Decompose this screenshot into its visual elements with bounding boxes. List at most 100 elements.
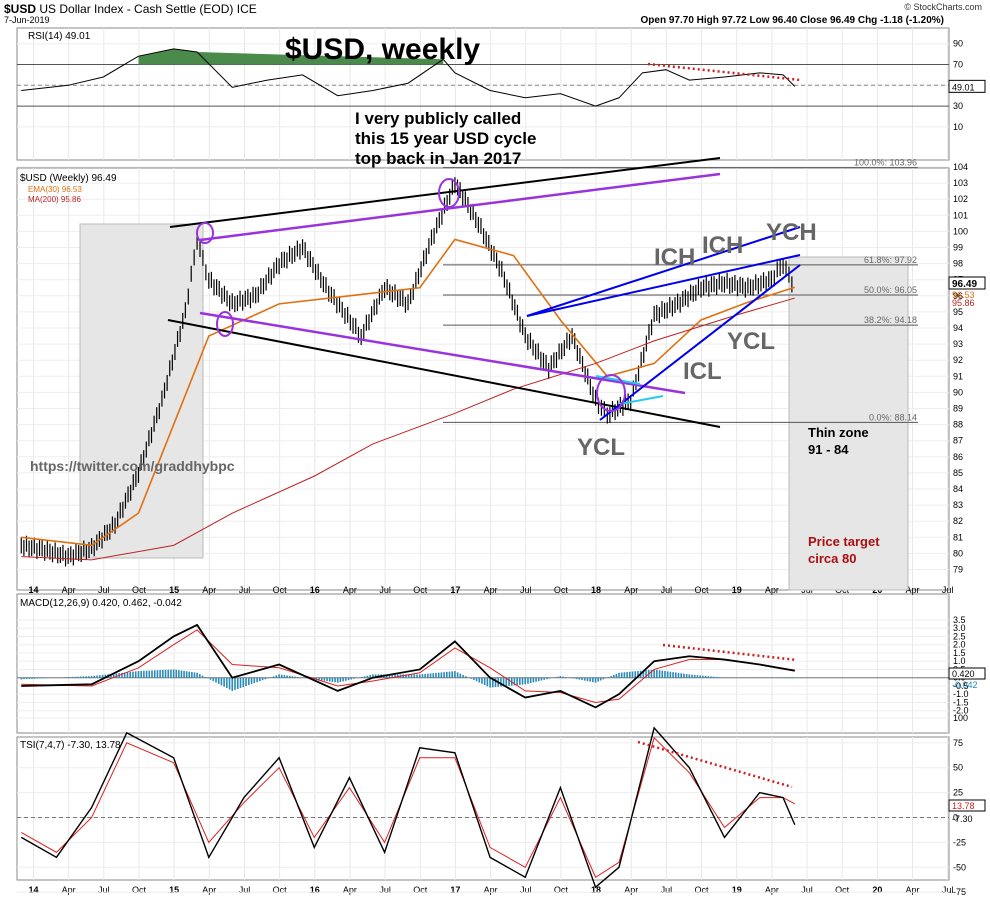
panel-frame-tsi (16, 736, 950, 881)
macd-y-tick-label: 1.5 (953, 648, 966, 658)
price-target-annotation-2: circa 80 (808, 551, 856, 566)
call-annotation-line3: top back in Jan 2017 (355, 149, 521, 168)
rsi-y-tick-label: 90 (953, 39, 963, 49)
tsi-signal-value-label: 13.78 (952, 801, 975, 811)
tsi-y-tick-label: -75 (953, 887, 966, 897)
macd-y-tick-label: -1.0 (953, 689, 969, 699)
price-y-tick-label: 88 (953, 420, 963, 430)
price-y-tick-label: 99 (953, 243, 963, 253)
cycle-circle (196, 222, 214, 244)
tsi-x-tick-label: Apr (62, 885, 76, 895)
price-y-tick-label: 98 (953, 259, 963, 269)
tsi-x-tick-label: Oct (835, 885, 850, 895)
price-x-tick-label: 19 (732, 585, 742, 595)
tsi-x-tick-label: Oct (413, 885, 428, 895)
price-y-tick-label: 87 (953, 436, 963, 446)
rsi-divergence-line (647, 62, 801, 82)
price-y-tick-label: 94 (953, 323, 963, 333)
price-legend-main: $USD (Weekly) 96.49 (20, 173, 117, 184)
tsi-x-tick-label: 17 (450, 885, 460, 895)
tsi-x-tick-label: 15 (169, 885, 179, 895)
tsi-y-tick-label: 50 (953, 763, 963, 773)
price-y-tick-label: 93 (953, 339, 963, 349)
price-x-tick-label: Oct (695, 585, 710, 595)
tsi-x-tick-label: Jul (239, 885, 251, 895)
price-y-tick-label: 102 (953, 194, 968, 204)
header-name: US Dollar Index - Cash Settle (EOD) (39, 2, 234, 16)
price-x-tick-label: 17 (450, 585, 460, 595)
price-y-tick-label: 86 (953, 452, 963, 462)
rsi-y-tick-label: 10 (953, 122, 963, 132)
price-y-tick-label: 81 (953, 532, 963, 542)
tsi-divergence-line (637, 740, 793, 789)
price-value-label: 96.49 (952, 279, 977, 290)
call-annotation-line2: this 15 year USD cycle (355, 129, 536, 148)
cycle-circle (438, 178, 460, 208)
wedge-lower-blue (599, 264, 801, 421)
tsi-x-tick-label: 16 (310, 885, 320, 895)
tsi-y-tick-label: -25 (953, 837, 966, 847)
rsi-line (21, 48, 796, 107)
price-y-tick-label: 89 (953, 404, 963, 414)
tsi-x-tick-label: 18 (591, 885, 601, 895)
panel-frame-rsi (16, 27, 950, 161)
fib-level-label: 100.0%: 103.96 (854, 158, 917, 168)
tsi-x-tick-label: Jul (942, 885, 954, 895)
tsi-x-tick-label: Jul (520, 885, 532, 895)
macd-legend: MACD(12,26,9) 0.420, 0.462, -0.042 (20, 598, 182, 609)
ycl-right-annotation: YCL (727, 328, 775, 355)
price-y-tick-label: 104 (953, 162, 968, 172)
tsi-x-tick-label: Apr (905, 885, 919, 895)
tsi-x-tick-label: Oct (554, 885, 569, 895)
tsi-x-tick-label: 20 (872, 885, 882, 895)
rsi-y-tick-label: 30 (953, 101, 963, 111)
cycle-circle (216, 311, 234, 337)
price-x-tick-label: Apr (765, 585, 779, 595)
rsi-value-label: 49.01 (952, 82, 975, 92)
fib-level-label: 50.0%: 96.05 (864, 285, 917, 295)
call-annotation-line1: I very publicly called (355, 109, 521, 128)
price-x-tick-label: Oct (132, 585, 147, 595)
fib-level-label: 0.0%: 88.14 (869, 412, 917, 422)
tsi-x-tick-label: Apr (484, 885, 498, 895)
title-annotation: $USD, weekly (285, 33, 480, 66)
ich-annotation-2: ICH (702, 232, 743, 259)
ycl-bottom-annotation: YCL (577, 434, 625, 461)
price-y-tick-label: 95 (953, 307, 963, 317)
price-x-tick-label: 18 (591, 585, 601, 595)
header-symbol-row: $USD US Dollar Index - Cash Settle (EOD)… (4, 2, 257, 16)
macd-y-tick-label: -0.5 (953, 681, 969, 691)
price-x-tick-label: Oct (554, 585, 569, 595)
ema-value-label: 96.53 (952, 290, 975, 300)
upper-channel-purple (199, 172, 721, 242)
tsi-value-box (948, 799, 986, 812)
price-y-tick-label: 92 (953, 355, 963, 365)
price-x-tick-label: Jul (520, 585, 532, 595)
icl-annotation: ICL (683, 358, 722, 385)
tsi-y-tick-label: 25 (953, 788, 963, 798)
tsi-x-tick-label: 19 (732, 885, 742, 895)
price-y-tick-label: 79 (953, 565, 963, 575)
thin-zone-annotation-1: Thin zone (808, 425, 869, 440)
panel-frame-macd (16, 593, 950, 734)
price-x-tick-label: 15 (169, 585, 179, 595)
price-x-tick-label: Apr (905, 585, 919, 595)
price-y-tick-label: 85 (953, 468, 963, 478)
rsi-overbought-fill (138, 48, 444, 65)
price-x-tick-label: Jul (98, 585, 110, 595)
macd-y-tick-label: 3.0 (953, 623, 966, 633)
price-y-tick-label: 90 (953, 387, 963, 397)
thin-zone-annotation-2: 91 - 84 (808, 442, 849, 457)
rsi-y-tick-label: 70 (953, 60, 963, 70)
price-y-tick-label: 101 (953, 210, 968, 220)
price-x-tick-label: Apr (624, 585, 638, 595)
wedge-upper-blue-2 (526, 226, 801, 317)
macd-line (21, 623, 795, 709)
tsi-y-tick-label: 100 (953, 713, 968, 723)
header-quote: Open 97.70 High 97.72 Low 96.40 Close 96… (640, 15, 944, 26)
price-x-tick-label: Apr (202, 585, 216, 595)
cyan-line-bottom (619, 395, 664, 405)
tsi-value-label: -7.30 (952, 814, 973, 824)
lower-channel-purple (199, 311, 686, 395)
macd-y-tick-label: 1.0 (953, 656, 966, 666)
